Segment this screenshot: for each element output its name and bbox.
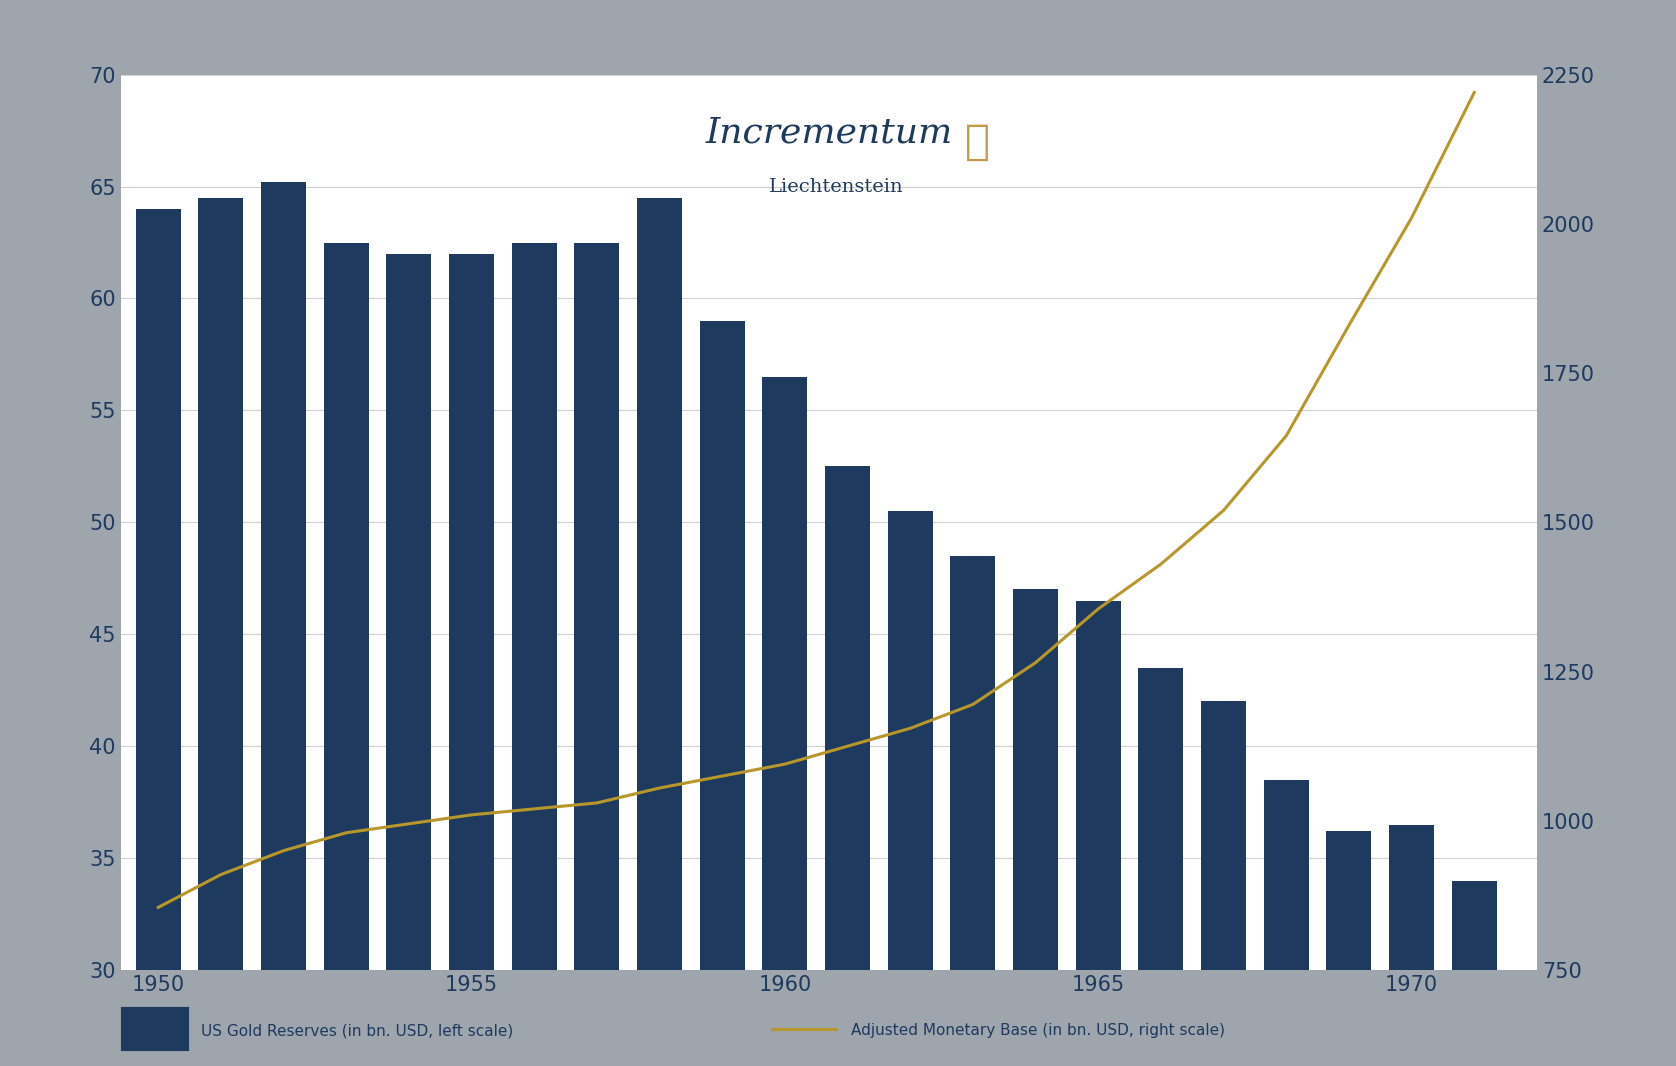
- Bar: [387, 254, 431, 1066]
- Text: Adjusted Monetary Base (in bn. USD, right scale): Adjusted Monetary Base (in bn. USD, righ…: [851, 1023, 1225, 1038]
- Bar: [888, 512, 934, 1066]
- Bar: [699, 321, 744, 1066]
- Bar: [763, 377, 808, 1066]
- Text: Liechtenstein: Liechtenstein: [769, 178, 903, 195]
- Bar: [1264, 780, 1309, 1066]
- Bar: [136, 209, 181, 1066]
- Bar: [198, 198, 243, 1066]
- Bar: [950, 556, 996, 1066]
- Text: 🌳: 🌳: [965, 120, 991, 163]
- Bar: [575, 243, 620, 1066]
- Bar: [1012, 589, 1058, 1066]
- Bar: [1138, 667, 1183, 1066]
- Bar: [511, 243, 556, 1066]
- Bar: [1389, 825, 1435, 1066]
- Bar: [637, 198, 682, 1066]
- Bar: [323, 243, 369, 1066]
- Bar: [1451, 881, 1497, 1066]
- Bar: [1202, 701, 1247, 1066]
- Bar: [825, 467, 870, 1066]
- Bar: [1076, 601, 1121, 1066]
- Bar: [1326, 831, 1371, 1066]
- Text: US Gold Reserves (in bn. USD, left scale): US Gold Reserves (in bn. USD, left scale…: [201, 1023, 513, 1038]
- Bar: [449, 254, 494, 1066]
- Text: Incrementum: Incrementum: [706, 116, 952, 150]
- Bar: [261, 182, 307, 1066]
